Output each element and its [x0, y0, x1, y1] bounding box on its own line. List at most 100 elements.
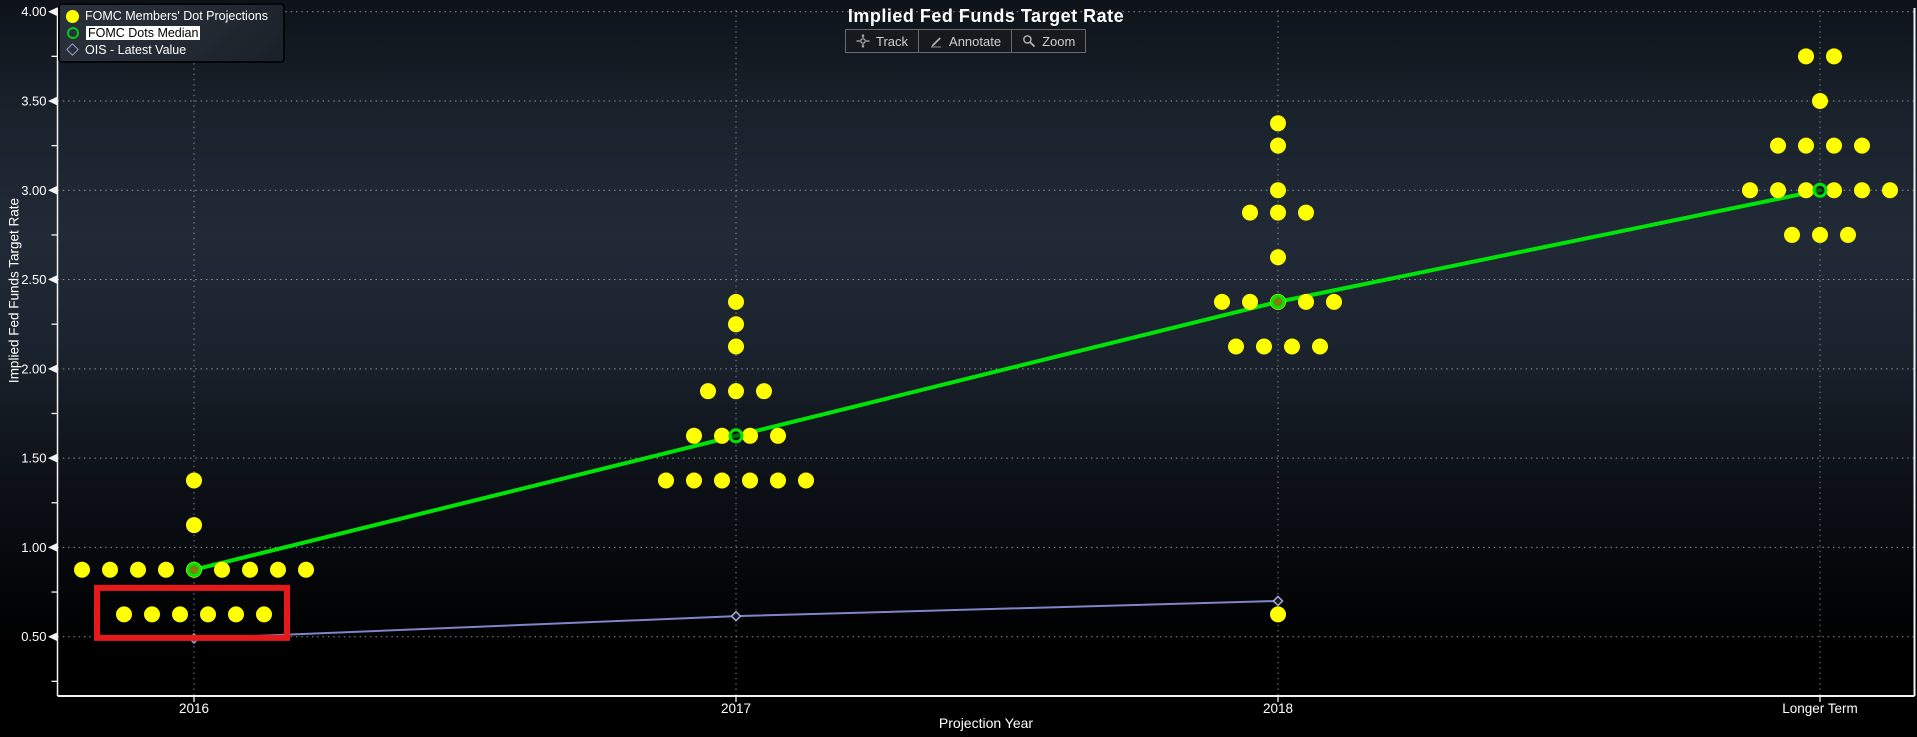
- purple-diamond-icon: [66, 43, 79, 57]
- ois-latest-value-marker: [1272, 595, 1284, 607]
- track-button-label: Track: [876, 33, 909, 49]
- fomc-dot: [1270, 249, 1286, 266]
- fomc-dot: [1298, 293, 1314, 310]
- fomc-dot: [1882, 182, 1898, 199]
- fomc-dot: [714, 472, 730, 489]
- y-tick-label: 3.00: [21, 183, 46, 198]
- x-axis-title: Projection Year: [938, 715, 1034, 731]
- fomc-dot: [1270, 204, 1286, 221]
- fomc-dot: [270, 561, 286, 578]
- y-major-tick: [48, 632, 58, 642]
- fomc-dot: [1798, 182, 1814, 199]
- fomc-dot: [1826, 48, 1842, 65]
- fomc-dot: [1228, 338, 1244, 355]
- fomc-dot: [256, 606, 272, 623]
- fomc-dot: [1798, 137, 1814, 154]
- y-major-tick: [48, 542, 58, 552]
- y-tick-label: 2.00: [21, 361, 46, 376]
- fomc-dot: [1270, 606, 1286, 623]
- fomc-dot: [1798, 48, 1814, 65]
- fomc-dot: [200, 606, 216, 623]
- legend-label: FOMC Members' Dot Projections: [85, 9, 268, 24]
- y-major-tick: [48, 7, 58, 17]
- zoom-magnifier-icon: [1023, 35, 1036, 48]
- fomc-dot: [1770, 182, 1786, 199]
- zoom-button[interactable]: Zoom: [1012, 30, 1085, 52]
- fomc-dot: [1270, 115, 1286, 132]
- fomc-dot: [728, 338, 744, 355]
- fomc-dot: [728, 293, 744, 310]
- fomc-dot: [228, 606, 244, 623]
- fomc-dot: [686, 472, 702, 489]
- chart-title: Implied Fed Funds Target Rate: [847, 6, 1125, 26]
- legend-item-ois[interactable]: OIS - Latest Value: [66, 41, 277, 58]
- fomc-median-marker: [728, 428, 744, 444]
- fomc-dot: [242, 561, 258, 578]
- fomc-median-marker: [186, 562, 202, 578]
- highlight-annotation-box: [94, 584, 290, 641]
- y-axis-title: Implied Fed Funds Target Rate: [6, 197, 22, 384]
- y-tick-label: 2.50: [21, 272, 46, 287]
- fomc-dot: [728, 316, 744, 333]
- green-open-circle-icon: [67, 27, 79, 39]
- fomc-median-line: [192, 188, 1822, 572]
- yellow-dot-icon: [66, 9, 79, 23]
- y-tick-label: 1.50: [21, 451, 46, 466]
- fomc-dot: [1826, 182, 1842, 199]
- fomc-dot: [298, 561, 314, 578]
- fomc-dot: [1326, 293, 1342, 310]
- fomc-dot: [1854, 182, 1870, 199]
- fomc-dot: [1284, 338, 1300, 355]
- fomc-dot: [1812, 92, 1828, 109]
- fomc-dot: [1298, 204, 1314, 221]
- fomc-dot: [1256, 338, 1272, 355]
- fomc-dot: [770, 472, 786, 489]
- y-major-tick: [48, 185, 58, 195]
- fomc-dot: [1270, 182, 1286, 199]
- fomc-dot: [144, 606, 160, 623]
- track-crosshair-icon: [856, 34, 870, 48]
- fomc-dot: [714, 427, 730, 444]
- annotate-button[interactable]: Annotate: [919, 30, 1013, 52]
- fomc-dot: [116, 606, 132, 623]
- fomc-dot: [742, 472, 758, 489]
- x-tick-label: Longer Term: [1782, 701, 1858, 716]
- y-major-tick: [48, 453, 58, 463]
- fomc-dot: [186, 472, 202, 489]
- fomc-dot: [172, 606, 188, 623]
- y-tick-label: 3.50: [21, 93, 46, 108]
- legend-label-selected: FOMC Dots Median: [86, 26, 201, 40]
- x-tick-label: 2016: [179, 701, 209, 716]
- fomc-dot: [770, 427, 786, 444]
- track-button[interactable]: Track: [846, 30, 920, 52]
- zoom-button-label: Zoom: [1042, 33, 1076, 49]
- y-major-tick: [48, 364, 58, 374]
- annotate-button-label: Annotate: [949, 33, 1002, 49]
- fomc-dot: [728, 383, 744, 400]
- fomc-dot: [686, 427, 702, 444]
- fomc-dot: [1214, 293, 1230, 310]
- fomc-dot: [102, 561, 118, 578]
- fomc-dot: [1854, 137, 1870, 154]
- legend-item-fomc-dots[interactable]: FOMC Members' Dot Projections: [66, 8, 277, 25]
- fomc-median-marker: [1270, 294, 1286, 310]
- fomc-dot: [742, 427, 758, 444]
- chart-toolbar: Track Annotate Zoom: [845, 29, 1087, 53]
- legend-item-fomc-median[interactable]: FOMC Dots Median: [66, 25, 277, 42]
- fomc-dot: [186, 517, 202, 534]
- fomc-dot: [1840, 226, 1856, 243]
- annotate-pencil-icon: [931, 37, 942, 48]
- fomc-dot: [1812, 226, 1828, 243]
- fomc-dot: [1770, 137, 1786, 154]
- fomc-dot: [700, 383, 716, 400]
- fomc-dot: [798, 472, 814, 489]
- x-tick-label: 2018: [1263, 701, 1293, 716]
- y-tick-label: 1.00: [21, 540, 46, 555]
- x-tick-label: 2017: [721, 701, 751, 716]
- fomc-dot: [1270, 137, 1286, 154]
- y-major-tick: [48, 275, 58, 285]
- fomc-dot: [1242, 293, 1258, 310]
- fomc-dot: [130, 561, 146, 578]
- fomc-median-marker: [1812, 182, 1828, 198]
